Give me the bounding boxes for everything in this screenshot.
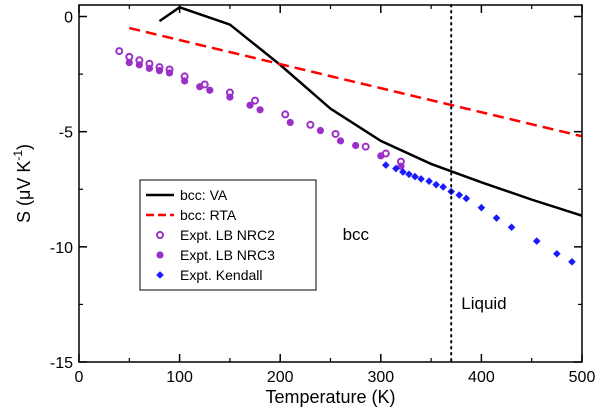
- y-tick-label: -10: [50, 240, 73, 257]
- data-point: [281, 110, 290, 119]
- ticks-layer: [78, 5, 583, 363]
- data-point: [181, 77, 189, 85]
- x-axis-title: Temperature (K): [265, 387, 395, 407]
- legend-label-expt-kendall: Expt. Kendall: [180, 267, 263, 283]
- series-expt-lb-nrc3: [125, 58, 405, 170]
- series-line-bcc-rta: [129, 26, 582, 138]
- data-point: [352, 141, 360, 150]
- data-point: [462, 194, 471, 203]
- legend-swatch-expt-lb-nrc3: [156, 251, 164, 259]
- data-point: [206, 86, 214, 94]
- data-point: [411, 172, 419, 181]
- data-point: [432, 180, 440, 189]
- legend-label-expt-lb-nrc3: Expt. LB NRC3: [180, 247, 275, 263]
- data-point: [553, 249, 561, 258]
- data-point: [306, 120, 315, 129]
- y-axis-title-prefix: S (: [14, 200, 34, 223]
- x-tick-label: 0: [75, 369, 84, 386]
- data-point: [568, 258, 576, 266]
- annotation-liquid: Liquid: [461, 294, 506, 313]
- series-bcc-va: [158, 5, 582, 217]
- legend-label-expt-lb-nrc2: Expt. LB NRC2: [180, 227, 275, 243]
- legend-swatch-expt-lb-nrc2: [156, 231, 164, 239]
- annotation-bcc: bcc: [343, 225, 370, 244]
- data-point: [439, 183, 447, 191]
- y-tick-label: -5: [59, 125, 73, 142]
- data-point: [507, 223, 516, 232]
- legend: bcc: VA bcc: RTA Expt. LB NRC2 Expt. LB …: [139, 179, 317, 291]
- data-point: [477, 203, 486, 212]
- data-point: [256, 106, 264, 114]
- data-point: [331, 129, 340, 138]
- data-point: [251, 96, 260, 105]
- legend-label-bcc-rta: bcc: RTA: [180, 207, 237, 223]
- data-point: [165, 69, 174, 77]
- legend-symbols: [146, 193, 174, 279]
- data-point: [196, 83, 204, 91]
- x-tick-label: 400: [468, 369, 495, 386]
- data-point: [492, 214, 501, 222]
- data-point: [532, 237, 541, 245]
- data-point: [286, 118, 294, 127]
- data-point: [316, 126, 325, 135]
- data-point: [417, 175, 425, 183]
- series-layer: [115, 5, 582, 266]
- y-axis-title-exponent: -1: [11, 150, 25, 161]
- x-tick-label: 500: [569, 369, 596, 386]
- x-tick-label: 300: [367, 369, 394, 386]
- data-point: [361, 142, 370, 151]
- y-tick-label: 0: [64, 10, 73, 27]
- data-point: [455, 191, 464, 199]
- y-axis-title: S (μV K-1): [11, 144, 34, 223]
- x-tick-label: 200: [267, 369, 294, 386]
- data-point: [336, 137, 345, 145]
- series-bcc-rta: [129, 26, 582, 138]
- data-point: [425, 177, 433, 185]
- data-point: [399, 168, 407, 176]
- legend-swatch-expt-kendall: [156, 271, 164, 279]
- x-tick-label: 100: [166, 369, 193, 386]
- data-point: [377, 152, 385, 160]
- y-axis-title-suffix: ): [14, 144, 34, 150]
- data-point: [135, 61, 143, 69]
- data-point: [246, 101, 254, 109]
- series-line-bcc-va: [158, 5, 582, 217]
- data-point: [125, 58, 133, 67]
- y-axis-title-unit: V K: [14, 161, 34, 190]
- y-axis-title-mu: μ: [14, 190, 34, 200]
- y-tick-label: -15: [50, 355, 73, 372]
- data-point: [145, 64, 154, 72]
- series-expt-kendall: [382, 161, 576, 266]
- data-point: [382, 161, 390, 169]
- legend-label-bcc-va: bcc: VA: [180, 187, 228, 203]
- data-point: [115, 47, 124, 56]
- data-point: [392, 164, 400, 173]
- labels-layer: 0 100 200 300 400 500 0 -5 -10 -15: [50, 10, 596, 386]
- data-point: [405, 170, 413, 179]
- legend-box: [139, 179, 317, 291]
- data-point: [226, 93, 234, 101]
- data-point: [155, 67, 164, 75]
